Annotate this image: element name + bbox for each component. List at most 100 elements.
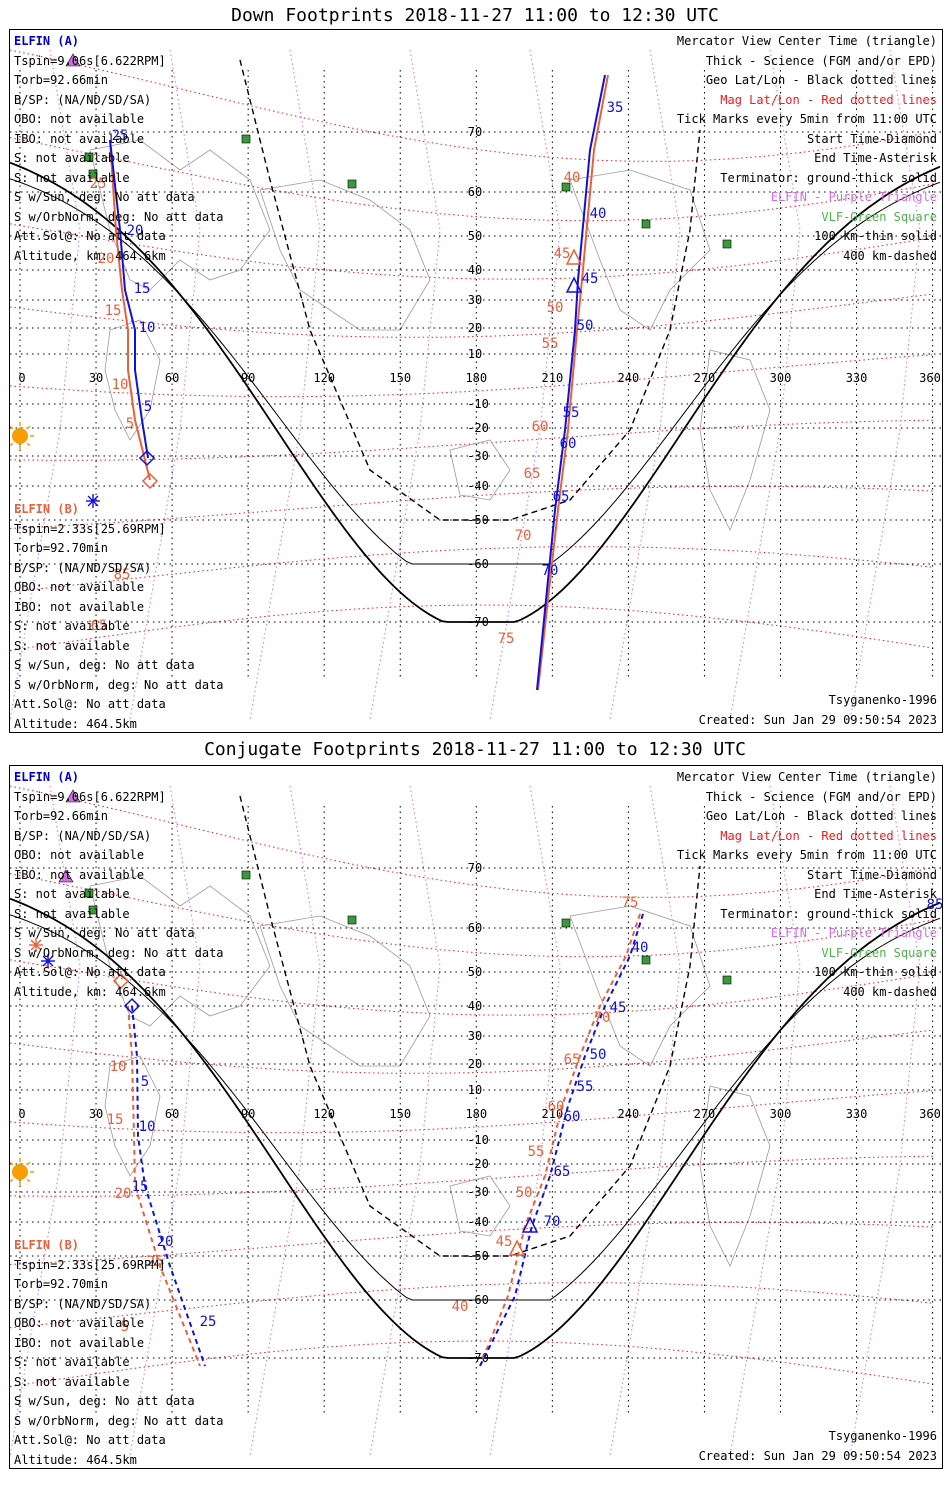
center-triangle-b xyxy=(565,248,583,265)
legend-line: End Time-Asterisk xyxy=(814,887,937,901)
vlf-station-square xyxy=(88,169,98,179)
legend-line: Terminator: ground-thick solid xyxy=(720,170,937,185)
map-frame-conjugate: 0 30 60 90 120 150 180 210 240 270 300 330 360 70 60 50… xyxy=(9,765,943,1469)
mag-latitude-line xyxy=(10,1340,935,1387)
vlf-station-square xyxy=(347,179,357,189)
longitude-label: 30 xyxy=(89,371,103,385)
elfin-b-tick-label: 70 xyxy=(594,1010,611,1026)
info-line: Altitude: 464.5km xyxy=(14,1452,137,1467)
info-line: Altitude: 464.5km xyxy=(14,716,137,731)
legend-line: Tick Marks every 5min from 11:00 UTC xyxy=(676,848,937,862)
info-line: Torb=92.66min xyxy=(14,809,108,823)
elfin-b-tick-label: 20 xyxy=(98,251,115,267)
mag-longitude-line xyxy=(369,785,441,1457)
longitude-label: 150 xyxy=(389,371,411,385)
longitude-label: 240 xyxy=(618,1107,640,1121)
start-diamond-a xyxy=(123,997,141,1015)
center-triangle-a xyxy=(521,1216,539,1233)
latitude-label: -20 xyxy=(467,421,489,435)
legend-line: 400 km-dashed xyxy=(843,248,937,263)
mag-longitude-line xyxy=(849,785,921,1457)
sun-ray xyxy=(26,1161,31,1166)
longitude-label: 360 xyxy=(919,371,941,385)
mag-latitude-line xyxy=(10,1090,935,1134)
mag-latitude-line xyxy=(10,959,935,1016)
vlf-station-square xyxy=(84,888,94,898)
longitude-label: 210 xyxy=(542,371,564,385)
elfin-a-tick-label: 60 xyxy=(564,1109,581,1125)
vlf-station-square xyxy=(722,239,732,249)
info-line: Altitude, km: 464.6km xyxy=(14,248,166,263)
sun-ray xyxy=(26,425,31,430)
panel-title-conjugate: Conjugate Footprints 2018-11-27 11:00 to… xyxy=(204,739,746,760)
elfin-b-tick-label: 10 xyxy=(110,1059,127,1075)
elfin-b-track xyxy=(537,74,609,691)
info-line: Att.Sol@: No att data xyxy=(14,1433,166,1447)
model-label: Tsyganenko-1996 xyxy=(828,1429,937,1443)
latitude-label: 30 xyxy=(468,1029,482,1043)
mag-longitude-line xyxy=(249,785,321,1457)
latitude-label: -40 xyxy=(467,479,489,493)
info-line: S: not available xyxy=(14,906,130,921)
elfin-a-tick-label: 15 xyxy=(132,1179,149,1195)
elfin-b-header: ELFIN (B) xyxy=(14,1238,80,1252)
info-line: Tspin=9.06s[6.622RPM] xyxy=(14,53,166,68)
legend-line: Thick - Science (FGM and/or EPD) xyxy=(705,789,937,804)
vlf-station-square xyxy=(722,975,732,985)
elfin-a-tick-label: 35 xyxy=(607,100,624,116)
mag-latitude-line xyxy=(10,604,935,651)
elfin-b-tick-label: 20 xyxy=(115,1186,132,1202)
center-triangle-b xyxy=(508,1239,526,1256)
elfin-a-tick-label: 55 xyxy=(577,1079,594,1095)
mag-longitude-line xyxy=(849,49,921,721)
coastline xyxy=(89,139,271,291)
sun-ray xyxy=(10,1161,14,1166)
latitude-label: 40 xyxy=(468,263,482,277)
vlf-station-square xyxy=(641,955,651,965)
latitude-label: 60 xyxy=(468,185,482,199)
coastline xyxy=(569,169,711,331)
elfin-b-tick-label: 85 xyxy=(114,567,131,583)
legend-conjugate: Mercator View Center Time (triangle) Thi… xyxy=(677,768,937,1002)
elfin-a-tick-label: 65 xyxy=(554,1164,571,1180)
latitude-label: 70 xyxy=(468,125,482,139)
coastline xyxy=(104,319,161,441)
latitude-label: 40 xyxy=(468,999,482,1013)
legend-line: Start Time-Diamond xyxy=(806,867,937,882)
elfin-b-tick-label: 40 xyxy=(452,1299,469,1315)
info-line: S w/OrbNorm, deg: No att data xyxy=(14,945,224,960)
start-diamond-b xyxy=(141,472,159,490)
coastline xyxy=(569,905,711,1067)
elfin-a-header: ELFIN (A) xyxy=(14,770,80,784)
longitude-label: 360 xyxy=(919,1107,941,1121)
info-line: Att.Sol@: No att data xyxy=(14,965,166,979)
info-line: Torb=92.70min xyxy=(14,541,108,555)
elfin-a-tick-label: 40 xyxy=(632,940,649,956)
info-line: B/SP: (NA/ND/SD/SA) xyxy=(14,560,152,575)
info-line: B/SP: (NA/ND/SD/SA) xyxy=(14,1296,152,1311)
elfin-b-tick-label: 5 xyxy=(126,416,134,432)
elfin-a-tick-label: 25 xyxy=(200,1314,217,1330)
elfin-a-tick-label: 5 xyxy=(141,1074,149,1090)
info-line: B/SP: (NA/ND/SD/SA) xyxy=(14,828,152,843)
elfin-b-tick-label: 65 xyxy=(524,466,541,482)
terminator-ground xyxy=(10,897,941,1359)
info-line: B/SP: (NA/ND/SD/SA) xyxy=(14,92,152,107)
latitude-label: 70 xyxy=(468,861,482,875)
latitude-label: -10 xyxy=(467,397,489,411)
panel-title-down: Down Footprints 2018-11-27 11:00 to 12:3… xyxy=(231,5,719,26)
elfin-a-tick-label: 20 xyxy=(127,223,144,239)
sun-ray xyxy=(10,425,14,430)
elfin-a-tick-label: 70 xyxy=(544,1214,561,1230)
longitude-label: 300 xyxy=(770,371,792,385)
longitude-label: 150 xyxy=(389,1107,411,1121)
elfin-b-tick-label: 65 xyxy=(564,1052,581,1068)
elfin-b-tick-label: 60 xyxy=(532,419,549,435)
elfin-a-track xyxy=(536,74,606,691)
elfin-b-tick-label: 70 xyxy=(515,528,532,544)
elfin-b-tick-label: 55 xyxy=(528,1144,545,1160)
elfin-b-track xyxy=(109,139,151,481)
end-asterisk-a xyxy=(87,495,99,507)
mag-longitude-line xyxy=(129,49,201,721)
elfin-a-tick-label: 25 xyxy=(112,128,129,144)
